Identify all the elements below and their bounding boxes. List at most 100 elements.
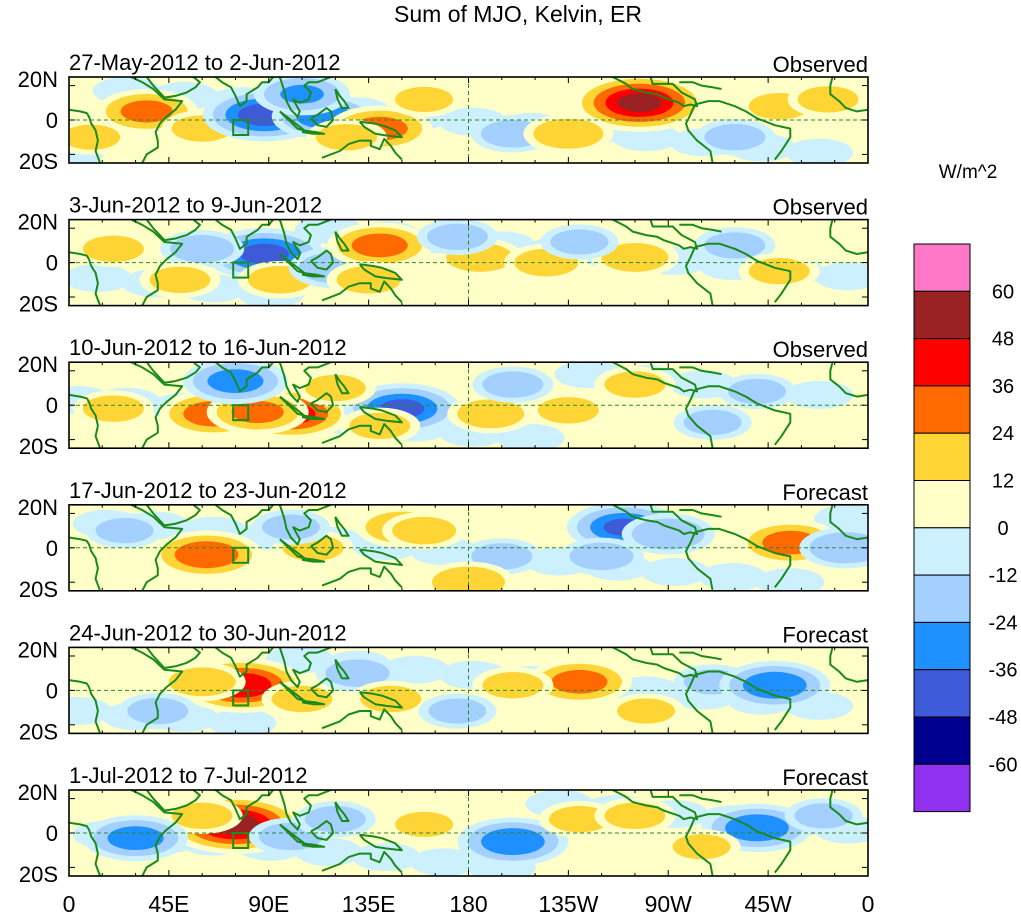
- anomaly-center: [662, 829, 741, 865]
- coastline: [829, 362, 868, 398]
- anomaly-center: [85, 513, 164, 549]
- coastline: [310, 107, 335, 128]
- coastline: [685, 817, 714, 876]
- y-tick-label: 20S: [19, 862, 58, 887]
- coastline: [130, 219, 184, 306]
- coastline: [214, 362, 274, 393]
- coastline: [321, 850, 403, 874]
- anomaly-center: [472, 366, 554, 403]
- anomaly-contour: [168, 667, 236, 697]
- coastline: [829, 504, 868, 541]
- anomaly-center: [523, 113, 614, 154]
- panel-status-label: Forecast: [782, 480, 868, 505]
- anomaly-contour: [794, 803, 853, 829]
- coastline: [145, 647, 201, 670]
- colorbar-swatch: [913, 716, 971, 765]
- coastline: [334, 373, 350, 395]
- coastlines: [69, 647, 868, 734]
- anomaly-center: [327, 222, 433, 269]
- y-tick-label: 20N: [18, 780, 58, 805]
- coastline: [145, 504, 201, 527]
- anomaly-contour: [239, 243, 289, 265]
- panel-5: 24-Jun-2012 to 30-Jun-2012 Forecast 20N 0 20…: [18, 620, 869, 744]
- coastline: [358, 548, 403, 566]
- anomaly-contour: [482, 371, 544, 398]
- y-tick-label: 20N: [18, 637, 58, 662]
- panel-status-label: Observed: [773, 195, 868, 220]
- panel-4: 17-Jun-2012 to 23-Jun-2012 Forecast 20N 0 20…: [18, 478, 869, 602]
- coastline: [301, 557, 326, 563]
- colorbar-level-label: -36: [989, 660, 1018, 682]
- coastline: [301, 842, 326, 848]
- anomaly-contour: [704, 232, 766, 259]
- colorbar-swatch: [913, 480, 971, 529]
- panel-status-label: Observed: [773, 52, 868, 77]
- coastline: [829, 77, 868, 113]
- anomaly-center: [72, 230, 154, 268]
- coastline: [358, 405, 403, 424]
- x-tick-label: 90W: [645, 891, 693, 917]
- coastline: [694, 527, 792, 589]
- coastline: [612, 219, 699, 250]
- panel-map: [69, 219, 868, 306]
- anomaly-center: [607, 693, 686, 729]
- coastline: [694, 670, 792, 731]
- coastline: [69, 108, 102, 163]
- coastline: [278, 647, 332, 689]
- anomaly-center: [694, 119, 776, 156]
- colorbar-swatch: [913, 385, 971, 434]
- coastline: [301, 699, 326, 706]
- anomaly-contour: [107, 826, 164, 851]
- anomaly-contour: [304, 806, 366, 833]
- coastline: [130, 790, 184, 876]
- colorbar-level-label: 48: [992, 329, 1014, 351]
- coastline: [69, 251, 102, 306]
- anomaly-center: [527, 392, 609, 429]
- x-tick-label: 180: [449, 891, 487, 917]
- coastline: [612, 790, 699, 821]
- panel-group: 27-May-2012 to 2-Jun-2012 Observed 20N 0 20S…: [18, 50, 869, 887]
- anomaly-center: [571, 77, 707, 132]
- coastline: [679, 81, 722, 90]
- colorbar-swatch: [913, 432, 971, 482]
- x-axis-tick-labels: 0 45E 90E 135E 180 135W 90W 45W 0: [63, 891, 875, 917]
- panel-map: [69, 790, 868, 876]
- anomaly-contour: [325, 659, 390, 687]
- coastline: [321, 423, 403, 446]
- colorbar-swatch: [913, 574, 971, 623]
- coastlines: [69, 77, 868, 163]
- coastline: [358, 833, 403, 852]
- anomaly-contour: [426, 223, 488, 250]
- x-tick-label: 90E: [248, 891, 289, 917]
- anomaly-contour: [551, 669, 608, 694]
- anomaly-center: [416, 219, 498, 255]
- anomaly-contour: [82, 395, 144, 422]
- coastline: [321, 280, 403, 303]
- anomaly-center: [784, 798, 863, 834]
- coastline: [694, 385, 792, 446]
- y-tick-label: 0: [46, 536, 58, 561]
- coastline: [278, 790, 332, 831]
- colorbar-level-label: 36: [992, 376, 1014, 398]
- anomaly-contour: [742, 671, 807, 699]
- anomaly-center: [83, 815, 189, 862]
- coastline: [301, 414, 326, 421]
- coastlines: [69, 362, 868, 449]
- x-tick-label: 135W: [538, 891, 598, 917]
- coastline: [694, 242, 792, 303]
- anomaly-contour: [304, 374, 366, 402]
- coastline: [334, 88, 350, 109]
- anomaly-center: [718, 373, 797, 410]
- anomaly-contour: [683, 409, 742, 435]
- panel-3: 10-Jun-2012 to 16-Jun-2012 Observed 20N 0 20…: [18, 335, 869, 459]
- anomaly-contour: [481, 828, 545, 856]
- anomaly-center: [139, 261, 221, 298]
- y-tick-label: 20S: [19, 577, 58, 602]
- anomaly-center: [72, 390, 154, 427]
- anomaly-center: [457, 817, 569, 866]
- colorbar-swatch: [913, 527, 971, 576]
- panel-date-range-label: 1-Jul-2012 to 7-Jul-2012: [69, 763, 307, 788]
- anomaly-contour: [809, 532, 868, 564]
- anomaly-center: [719, 661, 831, 710]
- anomaly-center: [738, 253, 820, 290]
